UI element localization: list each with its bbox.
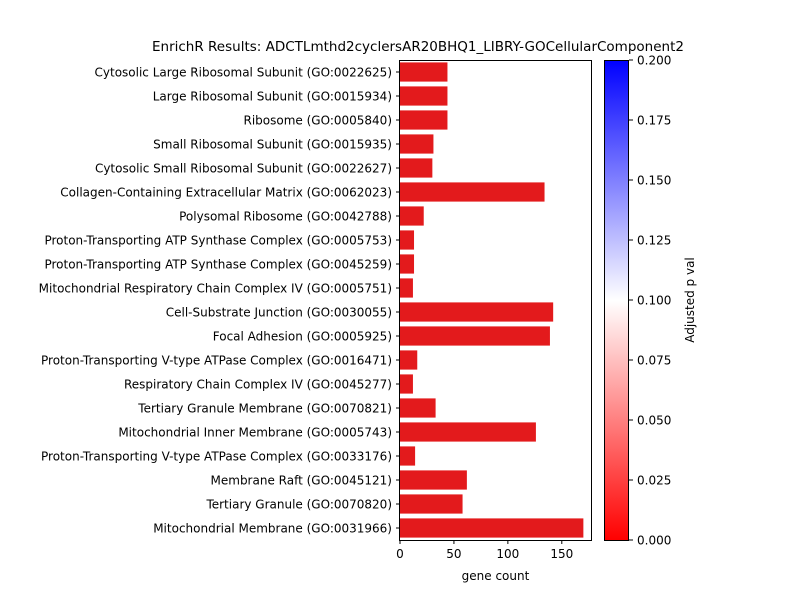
colorbar-tick-label: 0.200 (637, 54, 671, 68)
x-tick-label: 0 (396, 547, 404, 561)
colorbar (604, 60, 629, 541)
colorbar-tick-label: 0.075 (637, 354, 671, 368)
x-tick-label: 150 (550, 547, 573, 561)
y-tick-label: Tertiary Granule (GO:0070820) (205, 498, 392, 512)
colorbar-label: Adjusted p val (683, 257, 697, 343)
bar (400, 182, 545, 202)
bar (400, 230, 415, 250)
bar (400, 518, 584, 538)
bar (400, 86, 448, 106)
colorbar-tick-label: 0.100 (637, 294, 671, 308)
bar (400, 470, 467, 490)
bar (400, 206, 424, 226)
y-tick-label: Proton-Transporting ATP Synthase Complex… (44, 258, 392, 272)
y-tick-label: Proton-Transporting V-type ATPase Comple… (41, 450, 392, 464)
x-tick-label: 50 (446, 547, 461, 561)
category-labels: Cytosolic Large Ribosomal Subunit (GO:00… (39, 66, 400, 536)
bar (400, 398, 436, 418)
bar (400, 134, 434, 154)
y-tick-label: Focal Adhesion (GO:0005925) (213, 330, 392, 344)
colorbar-ticks: 0.000 0.025 0.050 0.075 0.100 0.125 0.150 0.175… (629, 54, 671, 548)
bar (400, 302, 554, 322)
y-tick-label: Collagen-Containing Extracellular Matrix… (60, 186, 392, 200)
y-tick-label: Tertiary Granule Membrane (GO:0070821) (137, 402, 392, 416)
y-tick-label: Cytosolic Small Ribosomal Subunit (GO:00… (95, 162, 392, 176)
bar (400, 374, 413, 394)
plot-frame (399, 60, 592, 541)
y-tick-label: Mitochondrial Inner Membrane (GO:0005743… (118, 426, 392, 440)
bars-group (400, 62, 584, 538)
y-tick-label: Mitochondrial Membrane (GO:0031966) (153, 522, 392, 536)
bar (400, 350, 418, 370)
y-tick-label: Small Ribosomal Subunit (GO:0015935) (153, 138, 392, 152)
x-tick-label: 100 (496, 547, 519, 561)
y-tick-label: Proton-Transporting V-type ATPase Comple… (41, 354, 392, 368)
bar (400, 158, 433, 178)
colorbar-tick-label: 0.000 (637, 534, 671, 548)
bar (400, 278, 413, 298)
bar (400, 446, 416, 466)
x-ticks: 0 50 100 150 (396, 540, 573, 561)
y-tick-label: Proton-Transporting ATP Synthase Complex… (44, 234, 392, 248)
bar (400, 494, 463, 514)
y-tick-label: Polysomal Ribosome (GO:0042788) (179, 210, 392, 224)
y-tick-label: Cytosolic Large Ribosomal Subunit (GO:00… (95, 66, 392, 80)
colorbar-tick-label: 0.050 (637, 414, 671, 428)
x-axis-label: gene count (462, 569, 530, 583)
bar (400, 254, 415, 274)
chart-title: EnrichR Results: ADCTLmthd2cyclersAR20BH… (152, 39, 684, 55)
bar (400, 326, 550, 346)
y-tick-label: Mitochondrial Respiratory Chain Complex … (39, 282, 392, 296)
y-tick-label: Membrane Raft (GO:0045121) (211, 474, 392, 488)
colorbar-tick-label: 0.175 (637, 114, 671, 128)
colorbar-tick-label: 0.150 (637, 174, 671, 188)
colorbar-tick-label: 0.125 (637, 234, 671, 248)
bar (400, 110, 448, 130)
y-tick-label: Respiratory Chain Complex IV (GO:0045277… (124, 378, 392, 392)
y-tick-label: Cell-Substrate Junction (GO:0030055) (166, 306, 392, 320)
bar (400, 422, 536, 442)
y-tick-label: Large Ribosomal Subunit (GO:0015934) (153, 90, 392, 104)
bar (400, 62, 448, 82)
colorbar-tick-label: 0.025 (637, 474, 671, 488)
y-tick-label: Ribosome (GO:0005840) (244, 114, 393, 128)
